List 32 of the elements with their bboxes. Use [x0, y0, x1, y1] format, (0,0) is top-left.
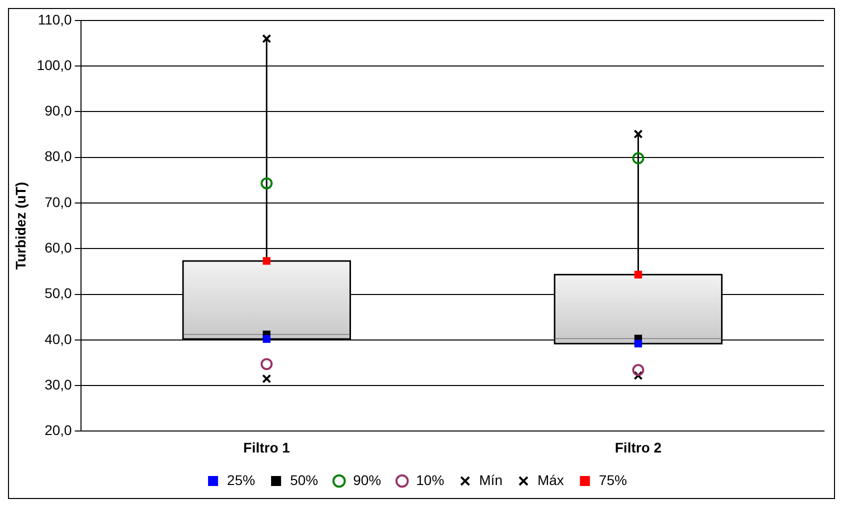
point	[634, 370, 643, 380]
y-tick-label: 110,0	[38, 11, 72, 28]
y-tick-label: 40,0	[44, 330, 72, 347]
y-axis-title: Turbidez (uT)	[12, 182, 28, 270]
x-tick-label: Filtro 2	[614, 439, 662, 456]
y-tick-label: 30,0	[44, 376, 72, 392]
point	[634, 340, 642, 348]
legend-label: Máx	[537, 472, 564, 488]
legend-label: 90%	[353, 472, 382, 488]
legend-label: 75%	[598, 472, 627, 488]
y-tick-label: 20,0	[44, 422, 72, 438]
point	[262, 34, 272, 44]
legend-label: 25%	[227, 472, 256, 488]
x-tick-label: Filtro 1	[243, 439, 290, 456]
legend-label: 10%	[416, 472, 444, 488]
y-tick-label: 70,0	[44, 194, 72, 210]
point	[260, 177, 273, 190]
point	[262, 374, 272, 384]
point	[262, 257, 270, 265]
point	[634, 130, 643, 139]
point	[260, 358, 273, 370]
point	[632, 152, 644, 164]
point	[632, 364, 644, 376]
y-tick-label: 50,0	[44, 285, 72, 302]
y-tick-label: 90,0	[44, 102, 72, 119]
point	[262, 335, 270, 343]
legend-label: 50%	[290, 472, 318, 488]
y-tick-label: 60,0	[44, 239, 72, 256]
legend-label: Mín	[479, 472, 502, 488]
point	[634, 270, 642, 278]
y-tick-label: 100,0	[36, 56, 72, 73]
y-tick-label: 80,0	[44, 148, 72, 164]
